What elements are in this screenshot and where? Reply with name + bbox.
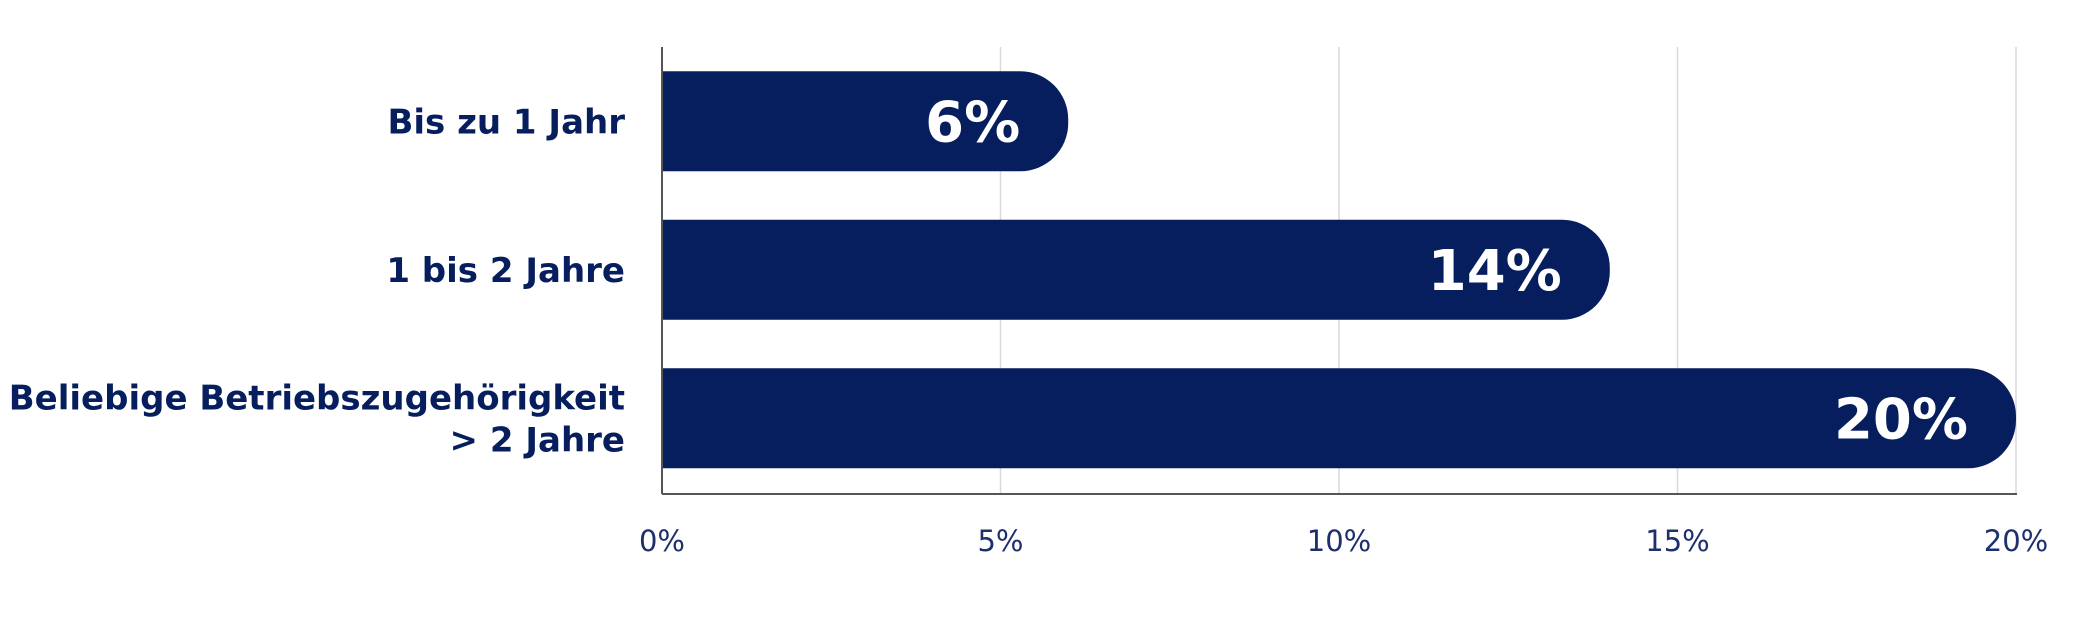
- x-tick-label: 15%: [1645, 524, 1709, 558]
- category-label: > 2 Jahre: [450, 420, 625, 460]
- category-label: Bis zu 1 Jahr: [387, 102, 625, 142]
- axes: [661, 47, 2017, 495]
- category-label: 1 bis 2 Jahre: [386, 251, 625, 291]
- bar-3: [662, 368, 2016, 469]
- x-tick-label: 20%: [1984, 524, 2048, 558]
- x-tick-label: 0%: [639, 524, 685, 558]
- bars: [662, 71, 2016, 469]
- x-tick-label: 10%: [1307, 524, 1371, 558]
- bar-value-label: 20%: [1834, 387, 1968, 452]
- bar-value-label: 14%: [1428, 239, 1562, 304]
- bar-value-label: 6%: [925, 90, 1020, 155]
- x-tick-label: 5%: [977, 524, 1023, 558]
- labels: 0% 5% 10% 15% 20% 6% Bis zu 1 Jahr 14% 1 bis 2 J…: [9, 90, 2048, 558]
- category-label: Beliebige Betriebszugehörigkeit: [9, 378, 625, 418]
- bar-2: [662, 219, 1610, 320]
- bar-1: [662, 71, 1069, 172]
